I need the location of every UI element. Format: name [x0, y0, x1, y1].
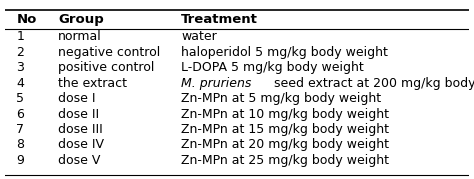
Text: normal: normal [58, 30, 102, 43]
Text: seed extract at 200 mg/kg body weight: seed extract at 200 mg/kg body weight [270, 77, 474, 90]
Text: Treatment: Treatment [181, 13, 258, 26]
Text: 9: 9 [16, 154, 24, 167]
Text: dose IV: dose IV [58, 138, 104, 151]
Text: negative control: negative control [58, 46, 160, 59]
Text: dose I: dose I [58, 92, 96, 105]
Text: Zn-MPn at 20 mg/kg body weight: Zn-MPn at 20 mg/kg body weight [181, 138, 389, 151]
Text: Zn-MPn at 15 mg/kg body weight: Zn-MPn at 15 mg/kg body weight [181, 123, 389, 136]
Text: Group: Group [58, 13, 104, 26]
Text: 7: 7 [16, 123, 24, 136]
Text: L-DOPA 5 mg/kg body weight: L-DOPA 5 mg/kg body weight [181, 61, 364, 74]
Text: 8: 8 [16, 138, 24, 151]
Text: Zn-MPn at 25 mg/kg body weight: Zn-MPn at 25 mg/kg body weight [181, 154, 389, 167]
Text: 2: 2 [16, 46, 24, 59]
Text: dose V: dose V [58, 154, 100, 167]
Text: the extract: the extract [58, 77, 127, 90]
Text: Zn-MPn at 5 mg/kg body weight: Zn-MPn at 5 mg/kg body weight [181, 92, 382, 105]
Text: No: No [16, 13, 36, 26]
Text: positive control: positive control [58, 61, 155, 74]
Text: 4: 4 [16, 77, 24, 90]
Text: 6: 6 [16, 108, 24, 121]
Text: 1: 1 [16, 30, 24, 43]
Text: dose II: dose II [58, 108, 99, 121]
Text: water: water [181, 30, 217, 43]
Text: 3: 3 [16, 61, 24, 74]
Text: haloperidol 5 mg/kg body weight: haloperidol 5 mg/kg body weight [181, 46, 388, 59]
Text: 5: 5 [16, 92, 24, 105]
Text: M. pruriens: M. pruriens [181, 77, 252, 90]
Text: dose III: dose III [58, 123, 103, 136]
Text: Zn-MPn at 10 mg/kg body weight: Zn-MPn at 10 mg/kg body weight [181, 108, 389, 121]
